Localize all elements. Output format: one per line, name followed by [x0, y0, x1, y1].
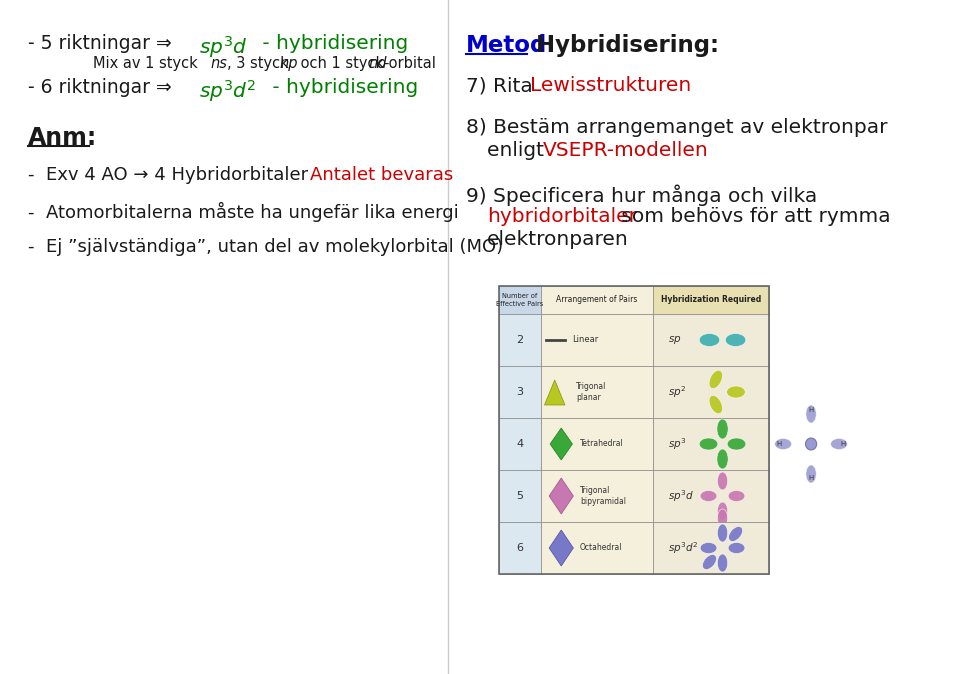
Text: H: H: [777, 441, 782, 447]
Text: Octahedral: Octahedral: [580, 543, 622, 553]
Text: -orbital: -orbital: [383, 56, 436, 71]
Bar: [653, 522, 769, 574]
Text: H: H: [840, 441, 846, 447]
Ellipse shape: [717, 554, 728, 572]
Ellipse shape: [728, 543, 745, 553]
Ellipse shape: [700, 543, 717, 553]
Bar: [540, 418, 653, 470]
Text: np: np: [279, 56, 299, 71]
Text: 4: 4: [516, 439, 523, 449]
Ellipse shape: [729, 526, 742, 541]
Bar: [499, 286, 769, 574]
Polygon shape: [550, 428, 572, 460]
Ellipse shape: [700, 491, 717, 501]
Text: Metod: Metod: [467, 34, 547, 57]
Circle shape: [805, 438, 817, 450]
Text: Mix av 1 styck: Mix av 1 styck: [93, 56, 203, 71]
Bar: [540, 522, 653, 574]
Text: -  Exv 4 AO → 4 Hybridorbitaler: - Exv 4 AO → 4 Hybridorbitaler: [28, 166, 325, 184]
Bar: [540, 470, 653, 522]
Text: 7) Rita: 7) Rita: [467, 76, 540, 95]
Text: -  Atomorbitalerna måste ha ungefär lika energi: - Atomorbitalerna måste ha ungefär lika …: [28, 202, 459, 222]
Text: $sp^3d^2$: $sp^3d^2$: [199, 78, 256, 104]
Bar: [653, 286, 769, 314]
Bar: [499, 366, 540, 418]
Text: Arrangement of Pairs: Arrangement of Pairs: [556, 295, 637, 305]
Ellipse shape: [709, 396, 723, 414]
Polygon shape: [549, 478, 573, 514]
Text: 3: 3: [516, 387, 523, 397]
Text: elektronparen: elektronparen: [487, 230, 629, 249]
Text: VSEPR-modellen: VSEPR-modellen: [542, 141, 708, 160]
Text: 9) Specificera hur många och vilka: 9) Specificera hur många och vilka: [467, 184, 817, 206]
Ellipse shape: [717, 502, 728, 520]
Polygon shape: [544, 380, 565, 405]
Text: 8) Bestäm arrangemanget av elektronpar: 8) Bestäm arrangemanget av elektronpar: [467, 118, 888, 137]
Text: $sp^2$: $sp^2$: [667, 384, 685, 400]
Bar: [540, 314, 653, 366]
Text: H: H: [808, 407, 814, 413]
Ellipse shape: [727, 386, 745, 398]
Text: som behövs för att rymma: som behövs för att rymma: [615, 207, 891, 226]
Text: H: H: [808, 475, 814, 481]
Text: Antalet bevaras: Antalet bevaras: [309, 166, 453, 184]
Bar: [653, 470, 769, 522]
Ellipse shape: [699, 438, 718, 450]
Text: $sp^3$: $sp^3$: [667, 436, 686, 452]
Text: - hybridisering: - hybridisering: [266, 78, 418, 97]
Text: Hybridisering:: Hybridisering:: [528, 34, 719, 57]
Text: -  Ej ”självständiga”, utan del av molekylorbital (MO): - Ej ”självständiga”, utan del av moleky…: [28, 238, 503, 256]
Text: hybridorbitaler: hybridorbitaler: [487, 207, 636, 226]
Ellipse shape: [806, 465, 816, 483]
Text: $sp^3d^2$: $sp^3d^2$: [667, 540, 698, 556]
Text: $sp^3d$: $sp^3d$: [199, 34, 247, 60]
Ellipse shape: [806, 405, 816, 423]
Ellipse shape: [717, 449, 728, 469]
Text: ns: ns: [210, 56, 228, 71]
Bar: [540, 286, 653, 314]
Text: Lewisstrukturen: Lewisstrukturen: [530, 76, 691, 95]
Text: - hybridisering: - hybridisering: [256, 34, 409, 53]
Text: Tetrahedral: Tetrahedral: [580, 439, 624, 448]
Text: Hybridization Required: Hybridization Required: [660, 295, 761, 305]
Bar: [653, 314, 769, 366]
Polygon shape: [549, 530, 573, 566]
Text: Trigonal
bipyramidal: Trigonal bipyramidal: [580, 487, 626, 506]
Bar: [540, 366, 653, 418]
Text: 5: 5: [516, 491, 523, 501]
Ellipse shape: [717, 419, 728, 439]
Text: Number of
Effective Pairs: Number of Effective Pairs: [496, 293, 543, 307]
Bar: [499, 418, 540, 470]
Ellipse shape: [703, 555, 716, 570]
Ellipse shape: [717, 472, 728, 490]
Bar: [499, 286, 540, 314]
Ellipse shape: [709, 370, 723, 389]
Bar: [499, 314, 540, 366]
Text: Trigonal
planar: Trigonal planar: [576, 382, 607, 402]
Text: $sp$: $sp$: [667, 334, 681, 346]
Bar: [499, 522, 540, 574]
Bar: [653, 418, 769, 470]
Text: $sp^3d$: $sp^3d$: [667, 488, 693, 504]
Text: och 1 styck: och 1 styck: [296, 56, 388, 71]
Text: Anm:: Anm:: [28, 126, 97, 150]
Text: - 5 riktningar ⇒: - 5 riktningar ⇒: [28, 34, 172, 53]
Text: - 6 riktningar ⇒: - 6 riktningar ⇒: [28, 78, 172, 97]
Bar: [653, 366, 769, 418]
Text: enligt: enligt: [487, 141, 550, 160]
Bar: [499, 470, 540, 522]
Text: 2: 2: [516, 335, 523, 345]
Ellipse shape: [699, 334, 720, 346]
Ellipse shape: [726, 334, 746, 346]
Text: Linear: Linear: [572, 336, 599, 344]
Ellipse shape: [728, 491, 745, 501]
Ellipse shape: [775, 439, 791, 450]
Ellipse shape: [717, 509, 728, 527]
Ellipse shape: [727, 438, 746, 450]
Ellipse shape: [830, 439, 848, 450]
Text: nd: nd: [369, 56, 387, 71]
Text: , 3 styck: , 3 styck: [227, 56, 293, 71]
Ellipse shape: [717, 524, 728, 542]
Text: 6: 6: [516, 543, 523, 553]
